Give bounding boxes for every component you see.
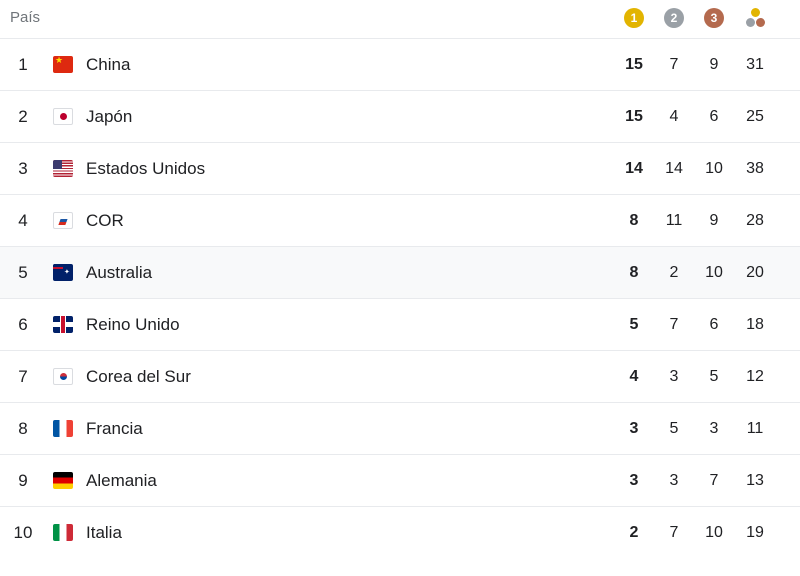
- bronze-count: 10: [705, 160, 723, 177]
- bronze-count: 9: [709, 212, 719, 229]
- country-column-header[interactable]: País: [10, 9, 41, 26]
- gold-count: 8: [629, 212, 639, 229]
- total-count: 28: [746, 212, 764, 229]
- silver-count: 7: [669, 524, 679, 541]
- silver-count: 11: [665, 212, 683, 229]
- total-count: 19: [746, 524, 764, 541]
- country-name: Estados Unidos: [86, 159, 206, 178]
- bronze-count: 10: [705, 264, 723, 281]
- table-row[interactable]: 8 Francia 3 5 3 11: [0, 402, 800, 454]
- china-flag-icon: [53, 56, 73, 73]
- rank: 4: [18, 211, 28, 230]
- silver-count: 7: [669, 56, 679, 73]
- silver-medal-icon[interactable]: 2: [664, 8, 684, 28]
- japan-flag-icon: [53, 108, 73, 125]
- rank: 2: [18, 107, 28, 126]
- total-count: 25: [746, 108, 764, 125]
- silver-count: 5: [669, 420, 679, 437]
- table-row[interactable]: 5 Australia 8 2 10 20: [0, 246, 800, 298]
- total-count: 13: [746, 472, 764, 489]
- table-row[interactable]: 10 Italia 2 7 10 19: [0, 506, 800, 558]
- gold-medal-icon[interactable]: 1: [624, 8, 644, 28]
- usa-flag-icon: [53, 160, 73, 177]
- germany-flag-icon: [53, 472, 73, 489]
- rank: 5: [18, 263, 28, 282]
- south-korea-flag-icon: [53, 368, 73, 385]
- france-flag-icon: [53, 420, 73, 437]
- table-header: País 1 2 3: [0, 0, 800, 38]
- gold-count: 15: [625, 56, 643, 73]
- silver-count: 4: [669, 108, 679, 125]
- bronze-count: 3: [709, 420, 719, 437]
- country-name: Reino Unido: [86, 315, 180, 334]
- silver-count: 2: [669, 264, 679, 281]
- table-row[interactable]: 6 Reino Unido 5 7 6 18: [0, 298, 800, 350]
- roc-flag-icon: [53, 212, 73, 229]
- gold-count: 3: [629, 420, 639, 437]
- gold-count: 2: [629, 524, 639, 541]
- gold-count: 8: [629, 264, 639, 281]
- silver-count: 3: [669, 472, 679, 489]
- rank: 1: [18, 55, 28, 74]
- total-count: 38: [746, 160, 764, 177]
- bronze-count: 7: [709, 472, 719, 489]
- bronze-count: 6: [709, 108, 719, 125]
- table-row[interactable]: 3 Estados Unidos 14 14 10 38: [0, 142, 800, 194]
- total-count: 31: [746, 56, 764, 73]
- country-name: Francia: [86, 419, 143, 438]
- silver-count: 3: [669, 368, 679, 385]
- silver-count: 7: [669, 316, 679, 333]
- total-count: 20: [746, 264, 764, 281]
- rank: 9: [18, 471, 28, 490]
- rank: 3: [18, 159, 28, 178]
- rank: 6: [18, 315, 28, 334]
- gold-count: 5: [629, 316, 639, 333]
- uk-flag-icon: [53, 316, 73, 333]
- table-row[interactable]: 1 China 15 7 9 31: [0, 38, 800, 90]
- total-count: 12: [746, 368, 764, 385]
- table-row[interactable]: 2 Japón 15 4 6 25: [0, 90, 800, 142]
- table-row[interactable]: 4 COR 8 11 9 28: [0, 194, 800, 246]
- country-name: Australia: [86, 263, 153, 282]
- medal-table: 1 China 15 7 9 31 2 Japón 15 4 6 25 3 Es…: [0, 38, 800, 558]
- rank: 8: [18, 419, 28, 438]
- gold-count: 14: [625, 160, 643, 177]
- country-name: Italia: [86, 523, 122, 542]
- italy-flag-icon: [53, 524, 73, 541]
- country-name: China: [86, 55, 131, 74]
- total-count: 18: [746, 316, 764, 333]
- rank: 7: [18, 367, 28, 386]
- country-name: Corea del Sur: [86, 367, 191, 386]
- total-count: 11: [746, 420, 764, 437]
- bronze-medal-icon[interactable]: 3: [704, 8, 724, 28]
- country-name: Alemania: [86, 471, 157, 490]
- bronze-count: 6: [709, 316, 719, 333]
- bronze-count: 5: [709, 368, 719, 385]
- gold-count: 4: [629, 368, 639, 385]
- bronze-count: 9: [709, 56, 719, 73]
- bronze-count: 10: [705, 524, 723, 541]
- gold-count: 3: [629, 472, 639, 489]
- silver-count: 14: [665, 160, 683, 177]
- australia-flag-icon: [53, 264, 73, 281]
- gold-count: 15: [625, 108, 643, 125]
- table-row[interactable]: 9 Alemania 3 3 7 13: [0, 454, 800, 506]
- table-row[interactable]: 7 Corea del Sur 4 3 5 12: [0, 350, 800, 402]
- rank: 10: [13, 523, 33, 542]
- country-name: Japón: [86, 107, 133, 126]
- country-name: COR: [86, 211, 124, 230]
- medals-total-icon[interactable]: [744, 7, 766, 29]
